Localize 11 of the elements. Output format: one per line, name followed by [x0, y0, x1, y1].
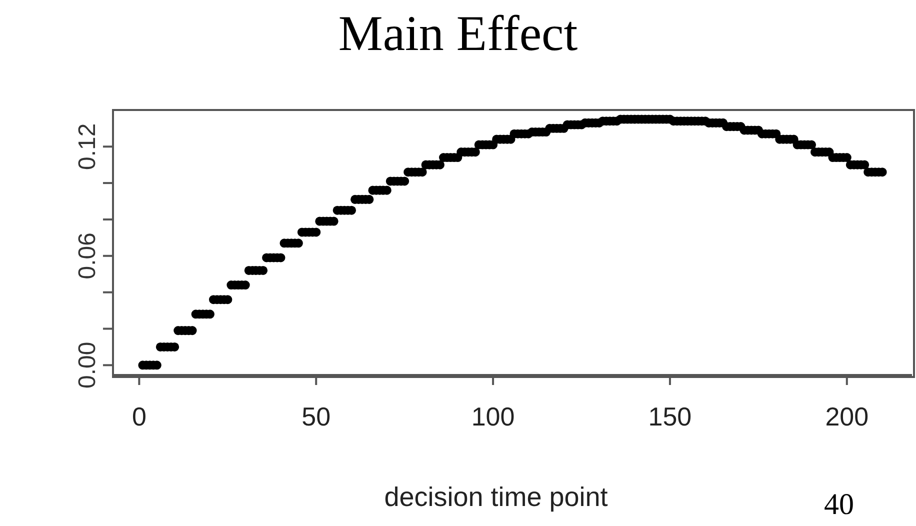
y-tick-label: 0.12: [74, 123, 101, 170]
x-axis-title: decision time point: [383, 482, 609, 513]
y-tick-label: 0.06: [74, 232, 101, 280]
y-tick-label: 0.00: [74, 342, 101, 389]
chart-title: Main Effect: [337, 4, 579, 62]
x-tick-label: 0: [132, 401, 146, 432]
x-tick-label: 200: [825, 401, 869, 432]
x-tick-label: 50: [302, 401, 331, 432]
text: 40: [824, 488, 854, 522]
x-tick-label: 100: [471, 401, 515, 432]
x-tick-label: 150: [648, 401, 692, 432]
